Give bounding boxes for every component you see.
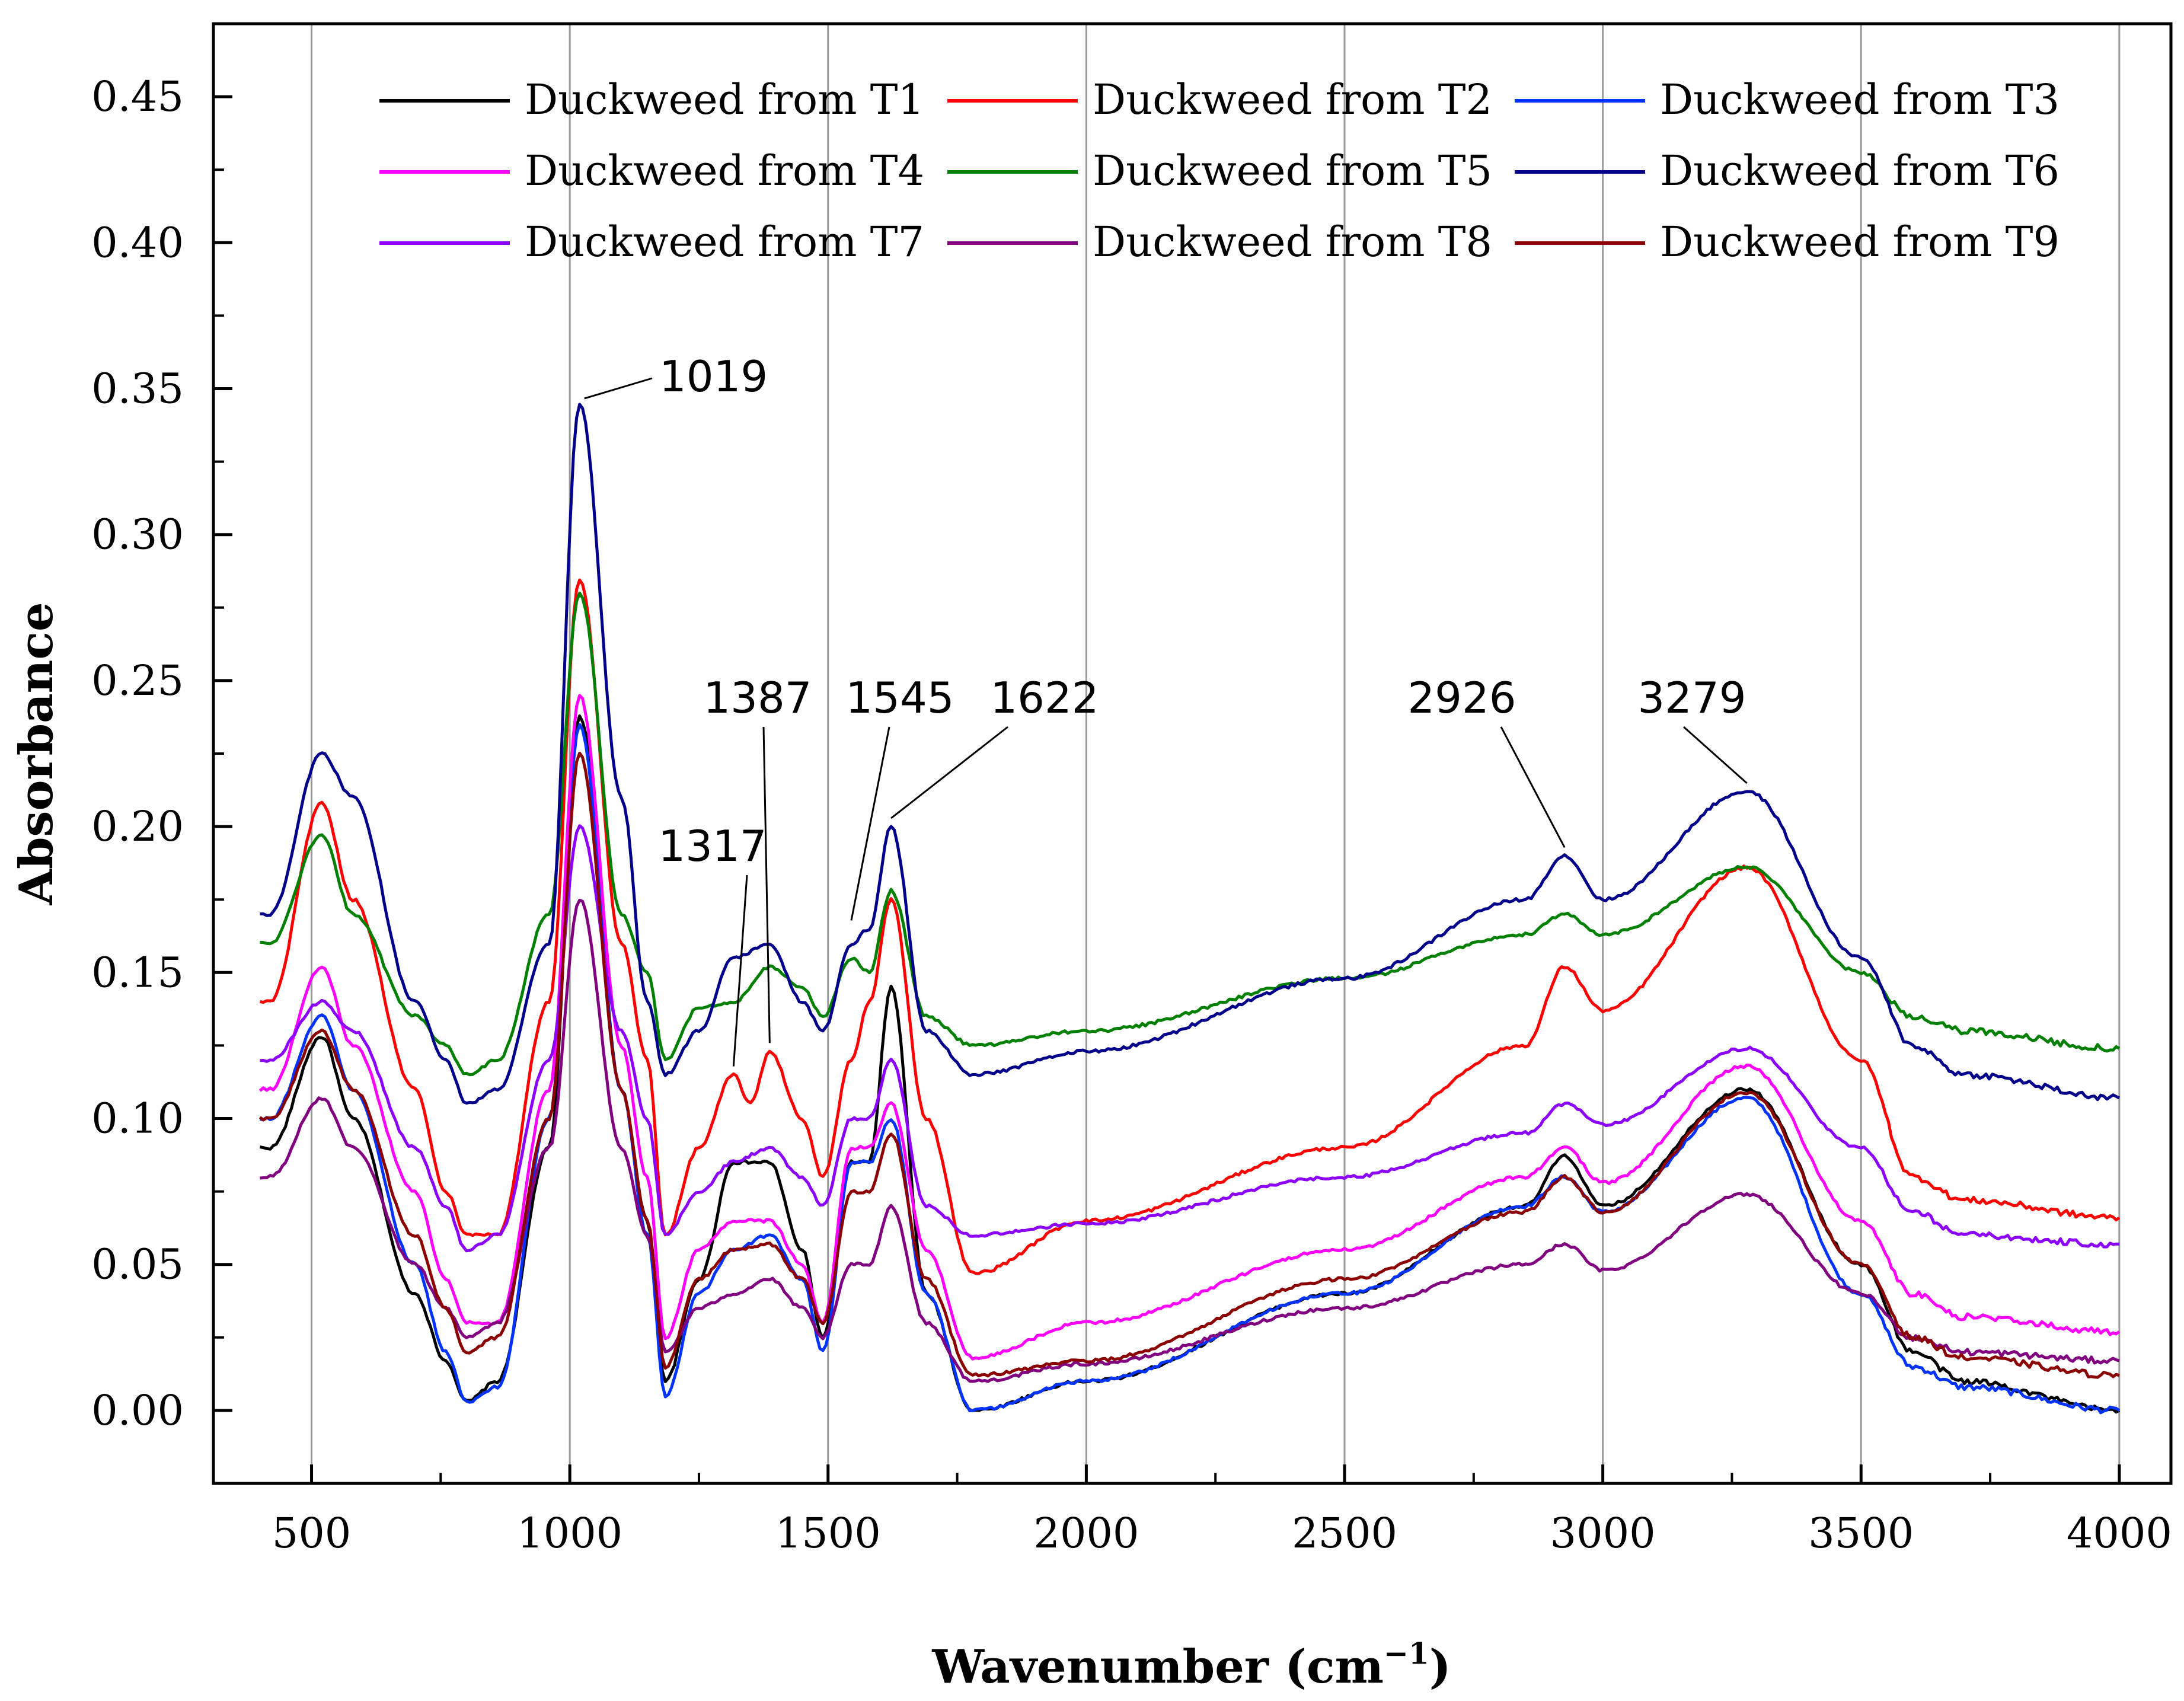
legend-label-6: Duckweed from T6: [1660, 146, 2060, 195]
annotation-label: 1019: [659, 352, 768, 401]
y-tick-label: 0.10: [91, 1094, 184, 1143]
annotation-leader: [890, 726, 1008, 819]
y-tick-label: 0.25: [91, 656, 184, 705]
x-axis-title-main: Wavenumber (cm: [931, 1640, 1384, 1694]
y-tick-label: 0.15: [91, 948, 184, 997]
y-axis-title: Absorbance: [9, 602, 63, 906]
series-line-6: [260, 403, 2121, 1105]
y-tick-label: 0.45: [91, 72, 184, 121]
annotation-leader: [850, 726, 890, 921]
legend-label-2: Duckweed from T2: [1093, 75, 1492, 124]
legend-label-4: Duckweed from T4: [525, 146, 924, 195]
y-tick-label: 0.20: [91, 802, 184, 851]
x-axis-title: Wavenumber (cm−1): [931, 1636, 1451, 1694]
vertical-gridlines: [311, 24, 2121, 1483]
legend-label-8: Duckweed from T8: [1093, 218, 1492, 266]
y-tick-label: 0.30: [91, 510, 184, 559]
annotation-leader: [1500, 726, 1566, 848]
peak-annotations: 1019 1317 1387 1545 1622 2926 3279: [584, 352, 1748, 1067]
annotation-leader: [762, 726, 771, 1043]
x-tick-label: 2500: [1292, 1509, 1397, 1558]
x-tick-label: 1000: [517, 1509, 622, 1558]
y-tick-label: 0.35: [91, 365, 184, 413]
legend-label-9: Duckweed from T9: [1660, 218, 2060, 266]
series-line-7: [260, 824, 2119, 1253]
legend-label-3: Duckweed from T3: [1660, 75, 2060, 124]
annotation-label: 1545: [845, 673, 954, 723]
x-tick-label: 1500: [775, 1509, 881, 1558]
annotation-label: 1317: [658, 821, 767, 871]
x-tick-label: 3000: [1550, 1509, 1656, 1558]
legend-label-1: Duckweed from T1: [525, 75, 924, 124]
series-line-4: [258, 694, 2121, 1361]
x-axis-title-superscript: −1: [1384, 1636, 1429, 1671]
annotation-label: 3279: [1637, 673, 1746, 723]
x-tick-label: 2000: [1033, 1509, 1139, 1558]
x-tick-label: 3500: [1808, 1509, 1914, 1558]
series-line-5: [260, 591, 2121, 1077]
axis-ticks: 500 1000 1500 2000 2500 3000 3500 4000 0.00 0.05 0…: [91, 72, 2172, 1558]
x-tick-label: 4000: [2067, 1509, 2172, 1558]
series-lines: [258, 403, 2121, 1415]
legend-label-5: Duckweed from T5: [1093, 146, 1492, 195]
x-axis-title-close: ): [1429, 1640, 1451, 1694]
x-tick-label: 500: [272, 1509, 352, 1558]
legend-label-7: Duckweed from T7: [525, 218, 924, 266]
annotation-leader: [732, 875, 748, 1067]
annotation-label: 2926: [1407, 673, 1516, 723]
annotation-label: 1622: [990, 673, 1099, 723]
legend: Duckweed from T1 Duckweed from T2 Duckweed…: [379, 75, 2060, 266]
annotation-leader: [1683, 726, 1748, 784]
y-tick-label: 0.00: [91, 1386, 184, 1435]
y-tick-label: 0.40: [91, 218, 184, 267]
annotation-label: 1387: [703, 673, 812, 723]
series-line-8: [260, 898, 2120, 1383]
annotation-leader: [584, 377, 653, 400]
series-line-9: [258, 751, 2120, 1379]
y-tick-label: 0.05: [91, 1240, 184, 1289]
